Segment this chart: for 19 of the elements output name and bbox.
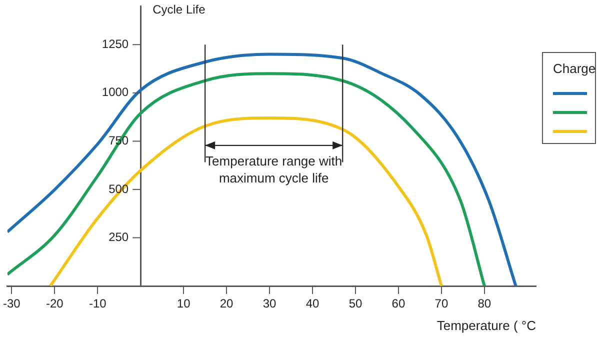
- x-tick-label: 40: [306, 296, 320, 311]
- x-axis-title: Temperature ( °C: [436, 318, 536, 333]
- legend-title: Charge: [553, 61, 596, 76]
- x-tick-label: 80: [478, 296, 492, 311]
- x-tick-label: 50: [348, 296, 362, 311]
- y-tick-label: 1000: [102, 85, 129, 100]
- y-axis-title: Cycle Life: [152, 2, 206, 16]
- x-tick-label: 70: [434, 296, 448, 311]
- x-tick-label: -10: [88, 296, 107, 311]
- x-tick-label: 20: [220, 296, 234, 311]
- x-tick-label: 30: [262, 296, 277, 311]
- x-tick-label: -30: [3, 296, 21, 311]
- x-tick-label: 60: [392, 296, 406, 311]
- line-series: [48, 116, 443, 286]
- x-tick-label: -20: [46, 296, 64, 311]
- y-tick-label: 1250: [102, 36, 129, 51]
- annotation: Temperature range with maximum cycle life: [206, 154, 342, 186]
- y-tick-label: 250: [108, 230, 129, 244]
- x-tick-label: 10: [176, 296, 191, 311]
